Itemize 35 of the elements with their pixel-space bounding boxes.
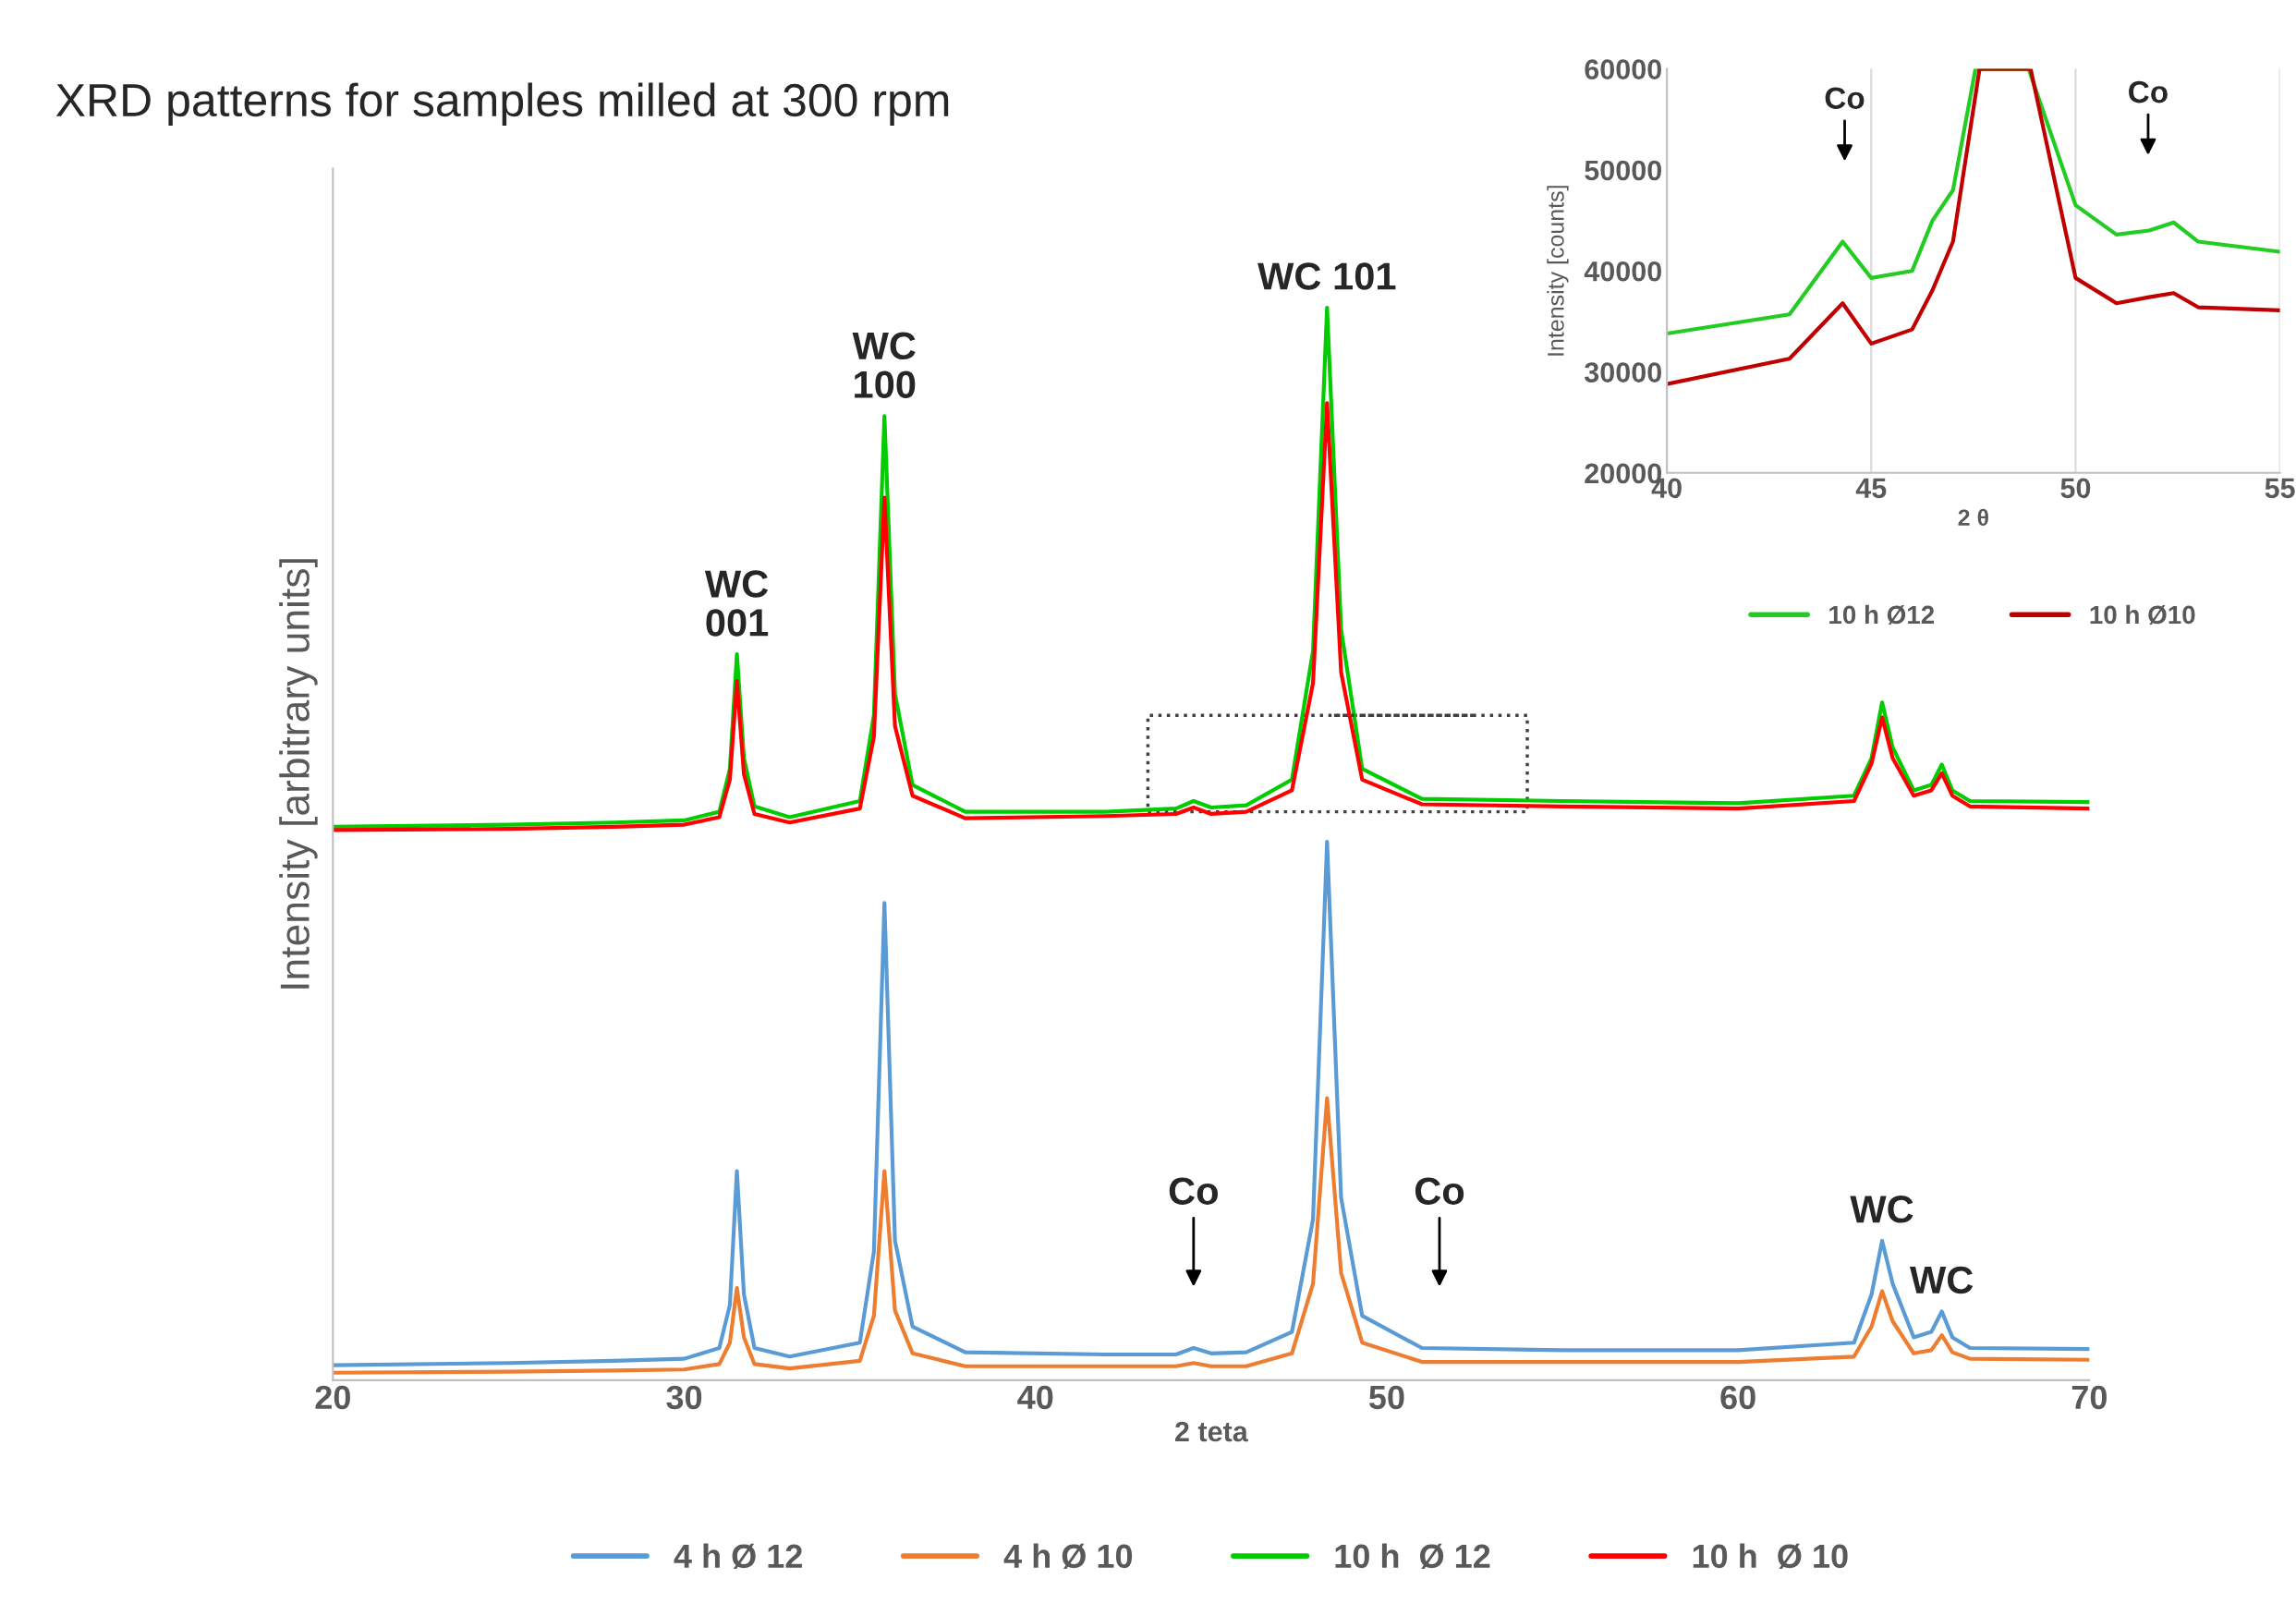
x-axis-title: 2 teta <box>1174 1421 1248 1442</box>
legend-label: 10 h Ø 12 <box>1335 1543 1490 1570</box>
y-axis-title: Intensity [arbitrary units] <box>279 559 318 989</box>
x-axis-title: 2 θ <box>1958 508 1988 527</box>
x-tick-label: 50 <box>2060 478 2091 499</box>
legend-label: 10 h Ø10 <box>2090 604 2195 625</box>
annotation: WC 101 <box>1257 262 1396 290</box>
annotation: Co <box>1169 1177 1218 1205</box>
annotation: Co <box>2129 80 2168 103</box>
x-tick-label: 55 <box>2265 478 2295 499</box>
x-tick-label: 40 <box>1017 1385 1053 1410</box>
y-tick-label: 50000 <box>1585 160 1662 181</box>
x-tick-label: 60 <box>1720 1385 1755 1410</box>
x-tick-label: 70 <box>2071 1385 2107 1410</box>
annotation: Co <box>1825 87 1865 109</box>
annotation: Co <box>1415 1177 1464 1205</box>
x-tick-label: 50 <box>1368 1385 1404 1410</box>
y-tick-label: 60000 <box>1585 59 1662 79</box>
x-tick-label: 30 <box>666 1385 702 1410</box>
legend-label: 4 h Ø 12 <box>674 1543 802 1570</box>
annotation: WC <box>1909 1266 1974 1294</box>
y-axis-title: Intensity [counts] <box>1547 186 1569 356</box>
line-series <box>1667 68 2280 386</box>
legend-label: 4 h Ø 10 <box>1003 1543 1133 1570</box>
x-tick-label: 20 <box>315 1385 350 1410</box>
y-tick-label: 30000 <box>1584 362 1662 383</box>
line-series <box>1667 68 2280 336</box>
annotation: WC 001 <box>704 570 769 637</box>
annotation: WC <box>1850 1196 1913 1223</box>
chart-title: XRD patterns for samples milled at 300 rpm <box>55 82 949 127</box>
x-tick-label: 45 <box>1855 478 1887 499</box>
y-tick-label: 40000 <box>1584 261 1662 282</box>
legend-label: 10 h Ø12 <box>1829 604 1935 625</box>
annotation: WC 100 <box>852 332 916 398</box>
legend-label: 10 h Ø 10 <box>1693 1543 1848 1570</box>
